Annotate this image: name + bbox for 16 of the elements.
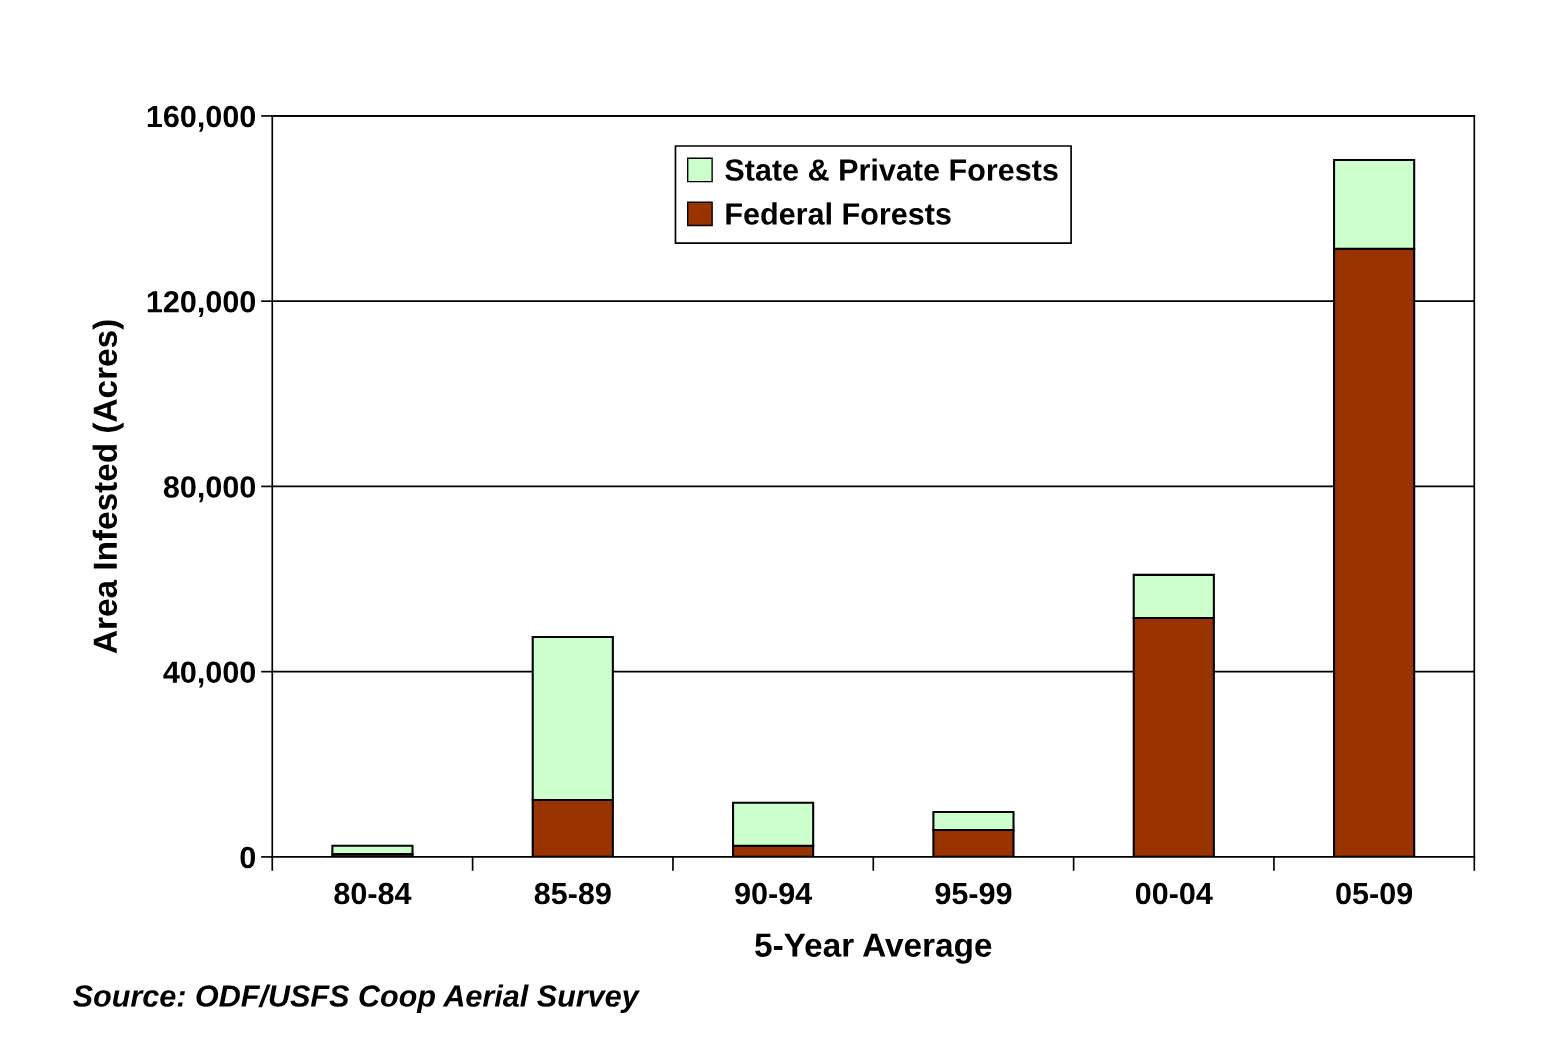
y-tick-label: 80,000: [163, 476, 256, 503]
source-note: Source: ODF/USFS Coop Aerial Survey: [73, 984, 640, 1013]
x-tick-label: 85-89: [534, 882, 611, 905]
y-tick-label: 0: [240, 846, 256, 869]
x-tick-label: 95-99: [935, 882, 1012, 905]
x-tick-label: 80-84: [334, 882, 412, 905]
y-tick-label: 160,000: [147, 105, 256, 132]
x-tick-label: 05-09: [1336, 882, 1413, 905]
y-tick-label: 120,000: [147, 290, 256, 317]
y-tick-label: 40,000: [163, 661, 256, 688]
x-axis-title: 5-Year Average: [755, 933, 992, 964]
legend-label: Federal Forests: [726, 202, 951, 225]
x-tick-label: 90-94: [735, 882, 813, 905]
x-tick-label: 00-04: [1135, 882, 1213, 905]
legend-label: State & Private Forests: [725, 158, 1058, 181]
y-axis-title: Area Infested (Acres): [92, 320, 124, 654]
